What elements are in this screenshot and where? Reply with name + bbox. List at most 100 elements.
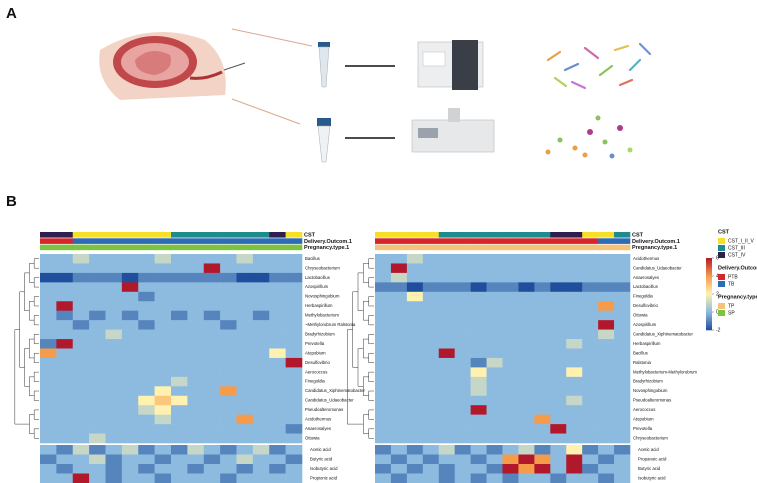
heat-cell xyxy=(454,386,471,397)
heat-cell xyxy=(252,395,270,406)
heat-cell xyxy=(121,329,139,340)
legend-swatch xyxy=(718,274,725,280)
heat-cell xyxy=(236,272,254,283)
heat-cell xyxy=(406,272,424,283)
heat-cell xyxy=(550,405,567,415)
heat-cell xyxy=(390,301,408,311)
heat-cell xyxy=(121,414,139,425)
heat-cell xyxy=(285,445,303,455)
annotation-label: Delivery.Outcom.1 xyxy=(304,239,352,245)
colorbar-segment xyxy=(706,265,712,268)
legend-swatch xyxy=(718,245,725,251)
dendrogram xyxy=(368,390,374,401)
heat-cell xyxy=(285,310,303,321)
annotation-cell xyxy=(550,244,567,251)
heat-cell xyxy=(422,301,440,311)
heat-cell xyxy=(89,473,106,483)
heat-cell xyxy=(285,291,303,302)
heat-cell xyxy=(40,272,57,283)
heat-cell xyxy=(269,291,286,302)
heat-cell xyxy=(105,357,123,368)
annotation-cell xyxy=(269,232,286,238)
heat-cell xyxy=(470,433,487,444)
colorbar-segment xyxy=(706,261,712,264)
row-label: Novosphingobium xyxy=(633,388,668,393)
heat-cell xyxy=(89,254,106,264)
heat-cell xyxy=(582,310,599,321)
heat-cell xyxy=(203,291,221,302)
heat-cell xyxy=(454,473,471,483)
heat-cell xyxy=(486,263,503,274)
heat-cell xyxy=(438,348,455,359)
heat-cell xyxy=(269,386,286,397)
row-label: Azospirillum xyxy=(305,284,329,289)
heat-cell xyxy=(203,464,221,474)
heat-cell xyxy=(187,282,205,293)
heat-cell xyxy=(534,310,551,321)
heat-cell xyxy=(375,395,392,406)
heat-cell xyxy=(89,310,106,321)
heat-cell xyxy=(236,329,254,340)
row-label: Lactobacillus xyxy=(305,275,330,280)
heat-cell xyxy=(269,376,286,387)
metabolite-label: Butyric acid xyxy=(638,466,661,471)
heat-cell xyxy=(220,272,237,283)
heat-cell xyxy=(285,376,303,387)
annotation-label: Pregnancy.type.1 xyxy=(632,245,677,251)
heat-cell xyxy=(582,367,599,378)
heat-cell xyxy=(236,291,254,302)
heat-cell xyxy=(121,301,139,311)
heat-cell xyxy=(390,424,408,434)
heat-cell xyxy=(534,433,551,444)
heat-cell xyxy=(534,329,551,340)
heat-cell xyxy=(470,329,487,340)
annotation-cell xyxy=(154,244,172,251)
heat-cell xyxy=(56,282,74,293)
heat-cell xyxy=(187,424,205,434)
heat-cell xyxy=(105,454,123,465)
heat-cell xyxy=(72,414,90,425)
heat-cell xyxy=(203,282,221,293)
annotation-cell xyxy=(550,238,567,244)
heat-cell xyxy=(518,464,535,474)
heat-cell xyxy=(203,473,221,483)
heat-cell xyxy=(89,282,106,293)
dendrogram xyxy=(363,338,369,359)
heat-cell xyxy=(236,367,254,378)
heat-cell xyxy=(56,339,74,349)
heat-cell xyxy=(89,320,106,330)
heat-cell xyxy=(502,376,519,387)
heat-cell xyxy=(598,320,615,330)
annotation-label: Pregnancy.type.1 xyxy=(304,245,349,251)
colorbar-segment xyxy=(706,315,712,318)
heat-cell xyxy=(566,464,583,474)
heat-cell xyxy=(375,405,392,415)
heat-cell xyxy=(220,445,237,455)
row-label: Ottowia xyxy=(633,313,648,318)
dendrogram xyxy=(33,334,39,345)
heat-cell xyxy=(220,473,237,483)
heat-cell xyxy=(56,367,74,378)
heat-cell xyxy=(406,386,424,397)
heat-cell xyxy=(285,395,303,406)
heat-cell xyxy=(220,339,237,349)
heat-cell xyxy=(40,386,57,397)
heat-cell xyxy=(438,301,455,311)
heat-cell xyxy=(56,254,74,264)
annotation-label: Delivery.Outcom.1 xyxy=(632,239,680,245)
heat-cell xyxy=(56,414,74,425)
colorbar-segment xyxy=(706,297,712,300)
heat-cell xyxy=(121,357,139,368)
colorbar-segment xyxy=(706,272,712,275)
heat-cell xyxy=(105,445,123,455)
dendrogram xyxy=(368,428,374,439)
annotation-cell xyxy=(187,238,205,244)
heat-cell xyxy=(502,386,519,397)
heat-cell xyxy=(220,367,237,378)
heat-cell xyxy=(220,357,237,368)
heat-cell xyxy=(220,348,237,359)
row-label: Herbaspirillum xyxy=(633,341,661,346)
heat-cell xyxy=(220,291,237,302)
heat-cell xyxy=(269,433,286,444)
heat-cell xyxy=(582,433,599,444)
